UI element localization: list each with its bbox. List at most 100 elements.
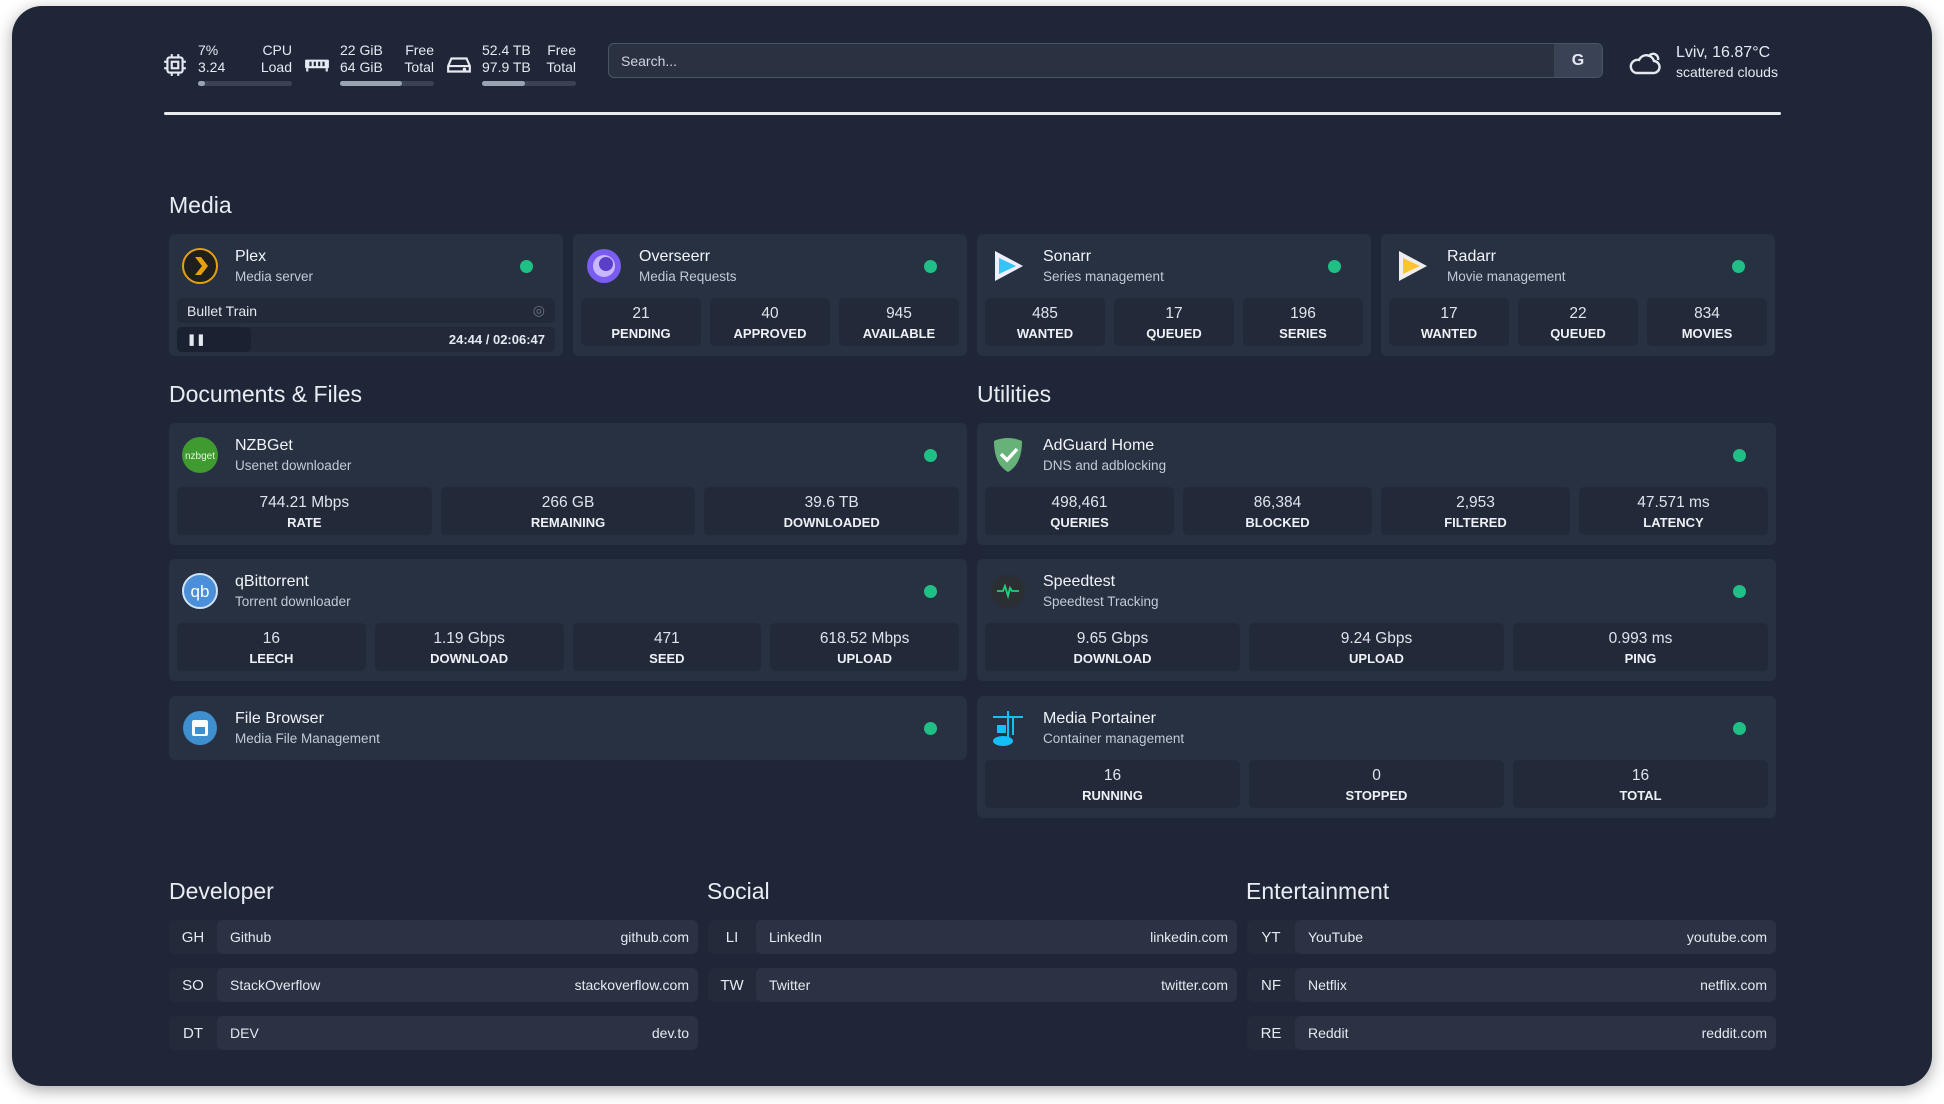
stat-value: 471 bbox=[653, 630, 680, 647]
section-title-developer: Developer bbox=[169, 878, 274, 904]
service-card-radarr[interactable]: Radarr Movie management 17 WANTED 22 QUEUED 83… bbox=[1381, 234, 1775, 356]
stat-leech: 16 LEECH bbox=[177, 623, 366, 671]
stat-ping: 0.993 ms PING bbox=[1513, 623, 1768, 671]
stats-row: 17 WANTED 22 QUEUED 834 MOVIES bbox=[1389, 298, 1767, 346]
stat-rate: 744.21 Mbps RATE bbox=[177, 487, 432, 535]
bookmark-name: Netflix bbox=[1308, 977, 1347, 993]
service-card-plex[interactable]: Plex Media server Bullet Train ◎ ❚❚ 24:44 / 0… bbox=[169, 234, 563, 356]
plex-icon bbox=[181, 247, 219, 285]
overseerr-icon bbox=[585, 247, 623, 285]
card-header: Speedtest Speedtest Tracking bbox=[985, 559, 1768, 623]
section-title-entertainment: Entertainment bbox=[1246, 878, 1390, 904]
total-label: Total bbox=[546, 59, 576, 75]
stat-value: 0.993 ms bbox=[1608, 630, 1673, 647]
bookmark-youtube[interactable]: YT YouTube youtube.com bbox=[1247, 920, 1776, 954]
bookmark-url: twitter.com bbox=[1161, 977, 1228, 993]
disk-widget: 52.4 TB 97.9 TB Free Total bbox=[446, 42, 576, 90]
bookmark-url: dev.to bbox=[651, 1025, 689, 1041]
service-card-filebrowser[interactable]: File Browser Media File Management bbox=[169, 696, 967, 760]
service-card-adguard[interactable]: AdGuard Home DNS and adblocking 498,461 QUE… bbox=[977, 423, 1776, 545]
cpu-bar bbox=[198, 81, 292, 86]
bookmark-twitter[interactable]: TW Twitter twitter.com bbox=[708, 968, 1237, 1002]
bookmark-github[interactable]: GH Github github.com bbox=[169, 920, 698, 954]
stat-value: 9.24 Gbps bbox=[1340, 630, 1413, 647]
stat-value: 16 bbox=[1631, 767, 1650, 784]
stat-label: REMAINING bbox=[530, 515, 606, 530]
service-card-overseerr[interactable]: Overseerr Media Requests 21 PENDING 40 APPROV… bbox=[573, 234, 967, 356]
search-input[interactable] bbox=[609, 44, 1554, 77]
service-name: Plex bbox=[235, 248, 267, 265]
stat-blocked: 86,384 BLOCKED bbox=[1183, 487, 1372, 535]
stat-label: DOWNLOADED bbox=[783, 515, 880, 530]
stat-download: 9.65 Gbps DOWNLOAD bbox=[985, 623, 1240, 671]
status-indicator bbox=[1733, 449, 1746, 462]
stat-label: STOPPED bbox=[1345, 788, 1408, 803]
service-name: Sonarr bbox=[1043, 248, 1092, 265]
stat-seed: 471 SEED bbox=[572, 623, 762, 671]
memory-bar bbox=[340, 81, 434, 86]
bookmark-name: LinkedIn bbox=[769, 929, 822, 945]
weather-condition: scattered clouds bbox=[1676, 64, 1778, 80]
status-indicator bbox=[924, 722, 937, 735]
bookmark-name: Reddit bbox=[1308, 1025, 1349, 1041]
service-name: Speedtest bbox=[1043, 573, 1116, 590]
stat-label: FILTERED bbox=[1444, 515, 1507, 530]
search-provider-button[interactable]: G bbox=[1554, 44, 1602, 77]
playback-time: 24:44 / 02:06:47 bbox=[448, 332, 545, 347]
status-indicator bbox=[1733, 722, 1746, 735]
service-card-sonarr[interactable]: Sonarr Series management 485 WANTED 17 QUEUED… bbox=[977, 234, 1371, 356]
bookmark-url: youtube.com bbox=[1686, 929, 1767, 945]
stat-label: WANTED bbox=[1420, 326, 1478, 341]
service-card-qbittorrent[interactable]: qb qBittorrent Torrent downloader 16 LEECH 1.… bbox=[169, 559, 967, 681]
service-card-nzbget[interactable]: nzbget NZBGet Usenet downloader 744.21 Mbps… bbox=[169, 423, 967, 545]
bookmark-abbr: TW bbox=[720, 976, 744, 994]
section-title-documents: Documents & Files bbox=[169, 381, 363, 407]
stat-remaining: 266 GB REMAINING bbox=[440, 487, 696, 535]
stat-downloaded: 39.6 TB DOWNLOADED bbox=[704, 487, 960, 535]
bookmark-abbr: NF bbox=[1261, 976, 1281, 994]
service-description: Media Requests bbox=[639, 269, 737, 284]
qbittorrent-icon: qb bbox=[181, 572, 219, 610]
stat-value: 86,384 bbox=[1253, 494, 1302, 511]
bookmarks-social: LI LinkedIn linkedin.com TW Twitter twitter.c… bbox=[708, 920, 1237, 1016]
stats-row: 21 PENDING 40 APPROVED 945 AVAILABLE bbox=[581, 298, 959, 346]
bookmark-abbr: GH bbox=[181, 928, 205, 946]
bookmark-netflix[interactable]: NF Netflix netflix.com bbox=[1247, 968, 1776, 1002]
service-card-portainer[interactable]: Media Portainer Container management 16 RUN… bbox=[977, 696, 1776, 818]
stat-label: QUEUED bbox=[1550, 326, 1606, 341]
service-card-speedtest[interactable]: Speedtest Speedtest Tracking 9.65 Gbps DOWN… bbox=[977, 559, 1776, 681]
stat-label: UPLOAD bbox=[1349, 651, 1404, 666]
stat-label: SERIES bbox=[1279, 326, 1327, 341]
weather-location-temp: Lviv, 16.87°C bbox=[1676, 44, 1771, 61]
pause-icon[interactable]: ❚❚ bbox=[187, 334, 206, 346]
stats-row: 16 RUNNING 0 STOPPED 16 TOTAL bbox=[985, 760, 1768, 808]
stat-movies: 834 MOVIES bbox=[1647, 298, 1767, 346]
stat-value: 1.19 Gbps bbox=[433, 630, 505, 647]
service-description: Speedtest Tracking bbox=[1043, 594, 1159, 609]
stat-approved: 40 APPROVED bbox=[710, 298, 830, 346]
stat-value: 266 GB bbox=[541, 494, 595, 511]
speedtest-icon bbox=[989, 572, 1027, 610]
bookmark-name: StackOverflow bbox=[230, 977, 321, 993]
stat-value: 196 bbox=[1290, 305, 1316, 322]
stream-info-icon[interactable]: ◎ bbox=[532, 302, 545, 318]
cpu-usage: 7% bbox=[198, 42, 219, 58]
filebrowser-icon bbox=[181, 709, 219, 747]
bookmark-linkedin[interactable]: LI LinkedIn linkedin.com bbox=[708, 920, 1237, 954]
bookmark-abbr: YT bbox=[1261, 928, 1281, 946]
bookmark-url: linkedin.com bbox=[1150, 929, 1228, 945]
disk-total: 97.9 TB bbox=[482, 59, 531, 75]
service-description: Movie management bbox=[1447, 269, 1566, 284]
bookmark-name: Twitter bbox=[769, 977, 811, 993]
bookmark-reddit[interactable]: RE Reddit reddit.com bbox=[1247, 1016, 1776, 1050]
stats-row: 16 LEECH 1.19 Gbps DOWNLOAD 471 SEED 618.52 Mb… bbox=[177, 623, 959, 671]
stat-value: 485 bbox=[1032, 305, 1058, 322]
bookmark-stackoverflow[interactable]: SO StackOverflow stackoverflow.com bbox=[169, 968, 698, 1002]
service-description: Media server bbox=[235, 269, 314, 284]
service-description: Torrent downloader bbox=[235, 594, 351, 609]
bookmark-abbr: DT bbox=[183, 1024, 203, 1042]
stat-upload: 618.52 Mbps UPLOAD bbox=[770, 623, 959, 671]
stats-row: 744.21 Mbps RATE 266 GB REMAINING 39.6 TB DOW… bbox=[177, 487, 960, 535]
bookmark-dev[interactable]: DT DEV dev.to bbox=[169, 1016, 698, 1050]
status-indicator bbox=[924, 260, 937, 273]
